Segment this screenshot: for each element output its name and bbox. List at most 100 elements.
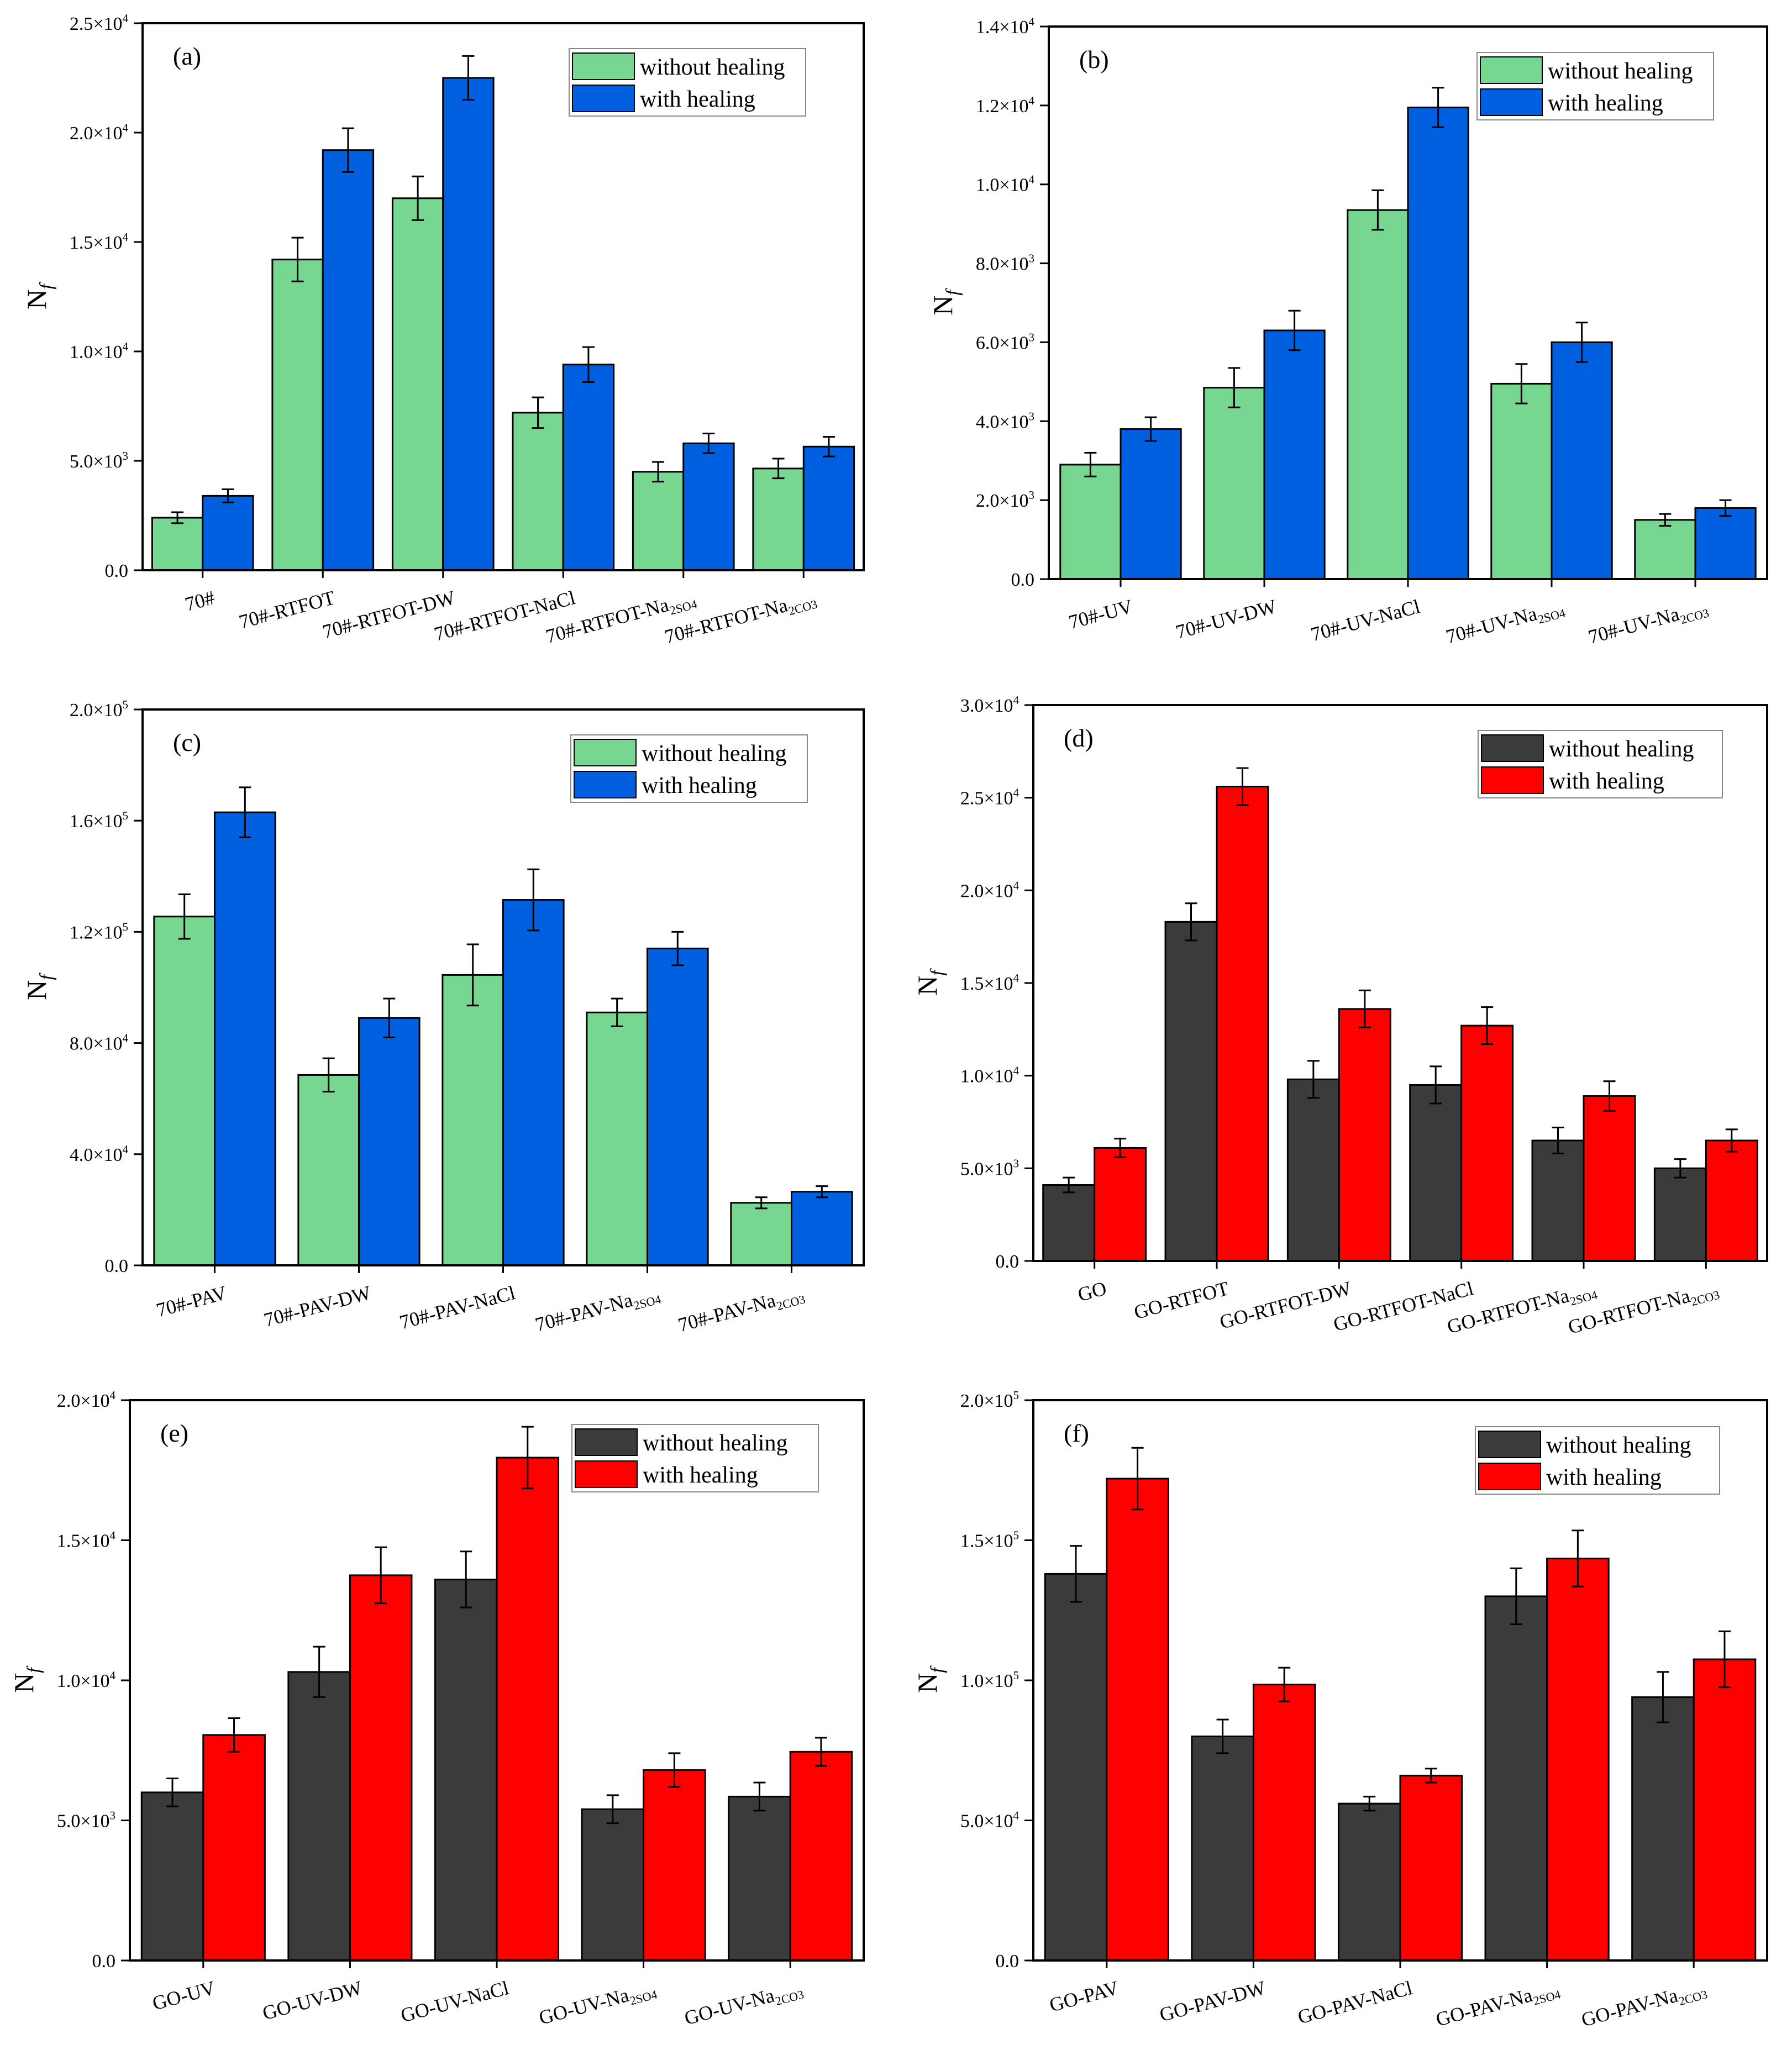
bar-with-healing xyxy=(1551,341,1613,580)
bar-with-healing xyxy=(643,1769,706,1962)
legend-label-without-healing: without healing xyxy=(642,741,786,766)
y-tick-label: 4.0×103 xyxy=(976,409,1034,432)
bar-with-healing xyxy=(1252,1684,1316,1962)
y-tick-label: 1.0×105 xyxy=(960,1669,1019,1691)
bar-without-healing xyxy=(1409,1084,1463,1262)
legend-swatch-without-healing xyxy=(575,1428,638,1456)
bar-with-healing xyxy=(1120,428,1182,580)
bar-with-healing xyxy=(1094,1147,1147,1262)
y-tick-label: 0.0 xyxy=(996,1951,1020,1972)
y-tick-label: 4.0×104 xyxy=(70,1143,129,1165)
y-tick-label: 2.0×104 xyxy=(70,121,129,144)
y-tick-label: 1.2×105 xyxy=(70,920,128,943)
y-tick-label: 2.0×103 xyxy=(976,488,1034,511)
y-tick-label: 1.0×104 xyxy=(976,173,1035,196)
bar-with-healing xyxy=(1338,1008,1391,1262)
bar-with-healing xyxy=(202,495,254,571)
y-tick-label: 5.0×104 xyxy=(960,1809,1020,1832)
panel-c: 0.04.0×1048.0×1041.2×1051.6×1052.0×10570… xyxy=(21,698,865,1336)
bar-with-healing xyxy=(1407,106,1469,580)
legend-label-with-healing: with healing xyxy=(1548,91,1663,116)
bar-with-healing xyxy=(1106,1478,1169,1962)
legend-swatch-with-healing xyxy=(1481,766,1544,794)
panel-label: (a) xyxy=(173,42,201,70)
bar-with-healing xyxy=(562,364,615,571)
legend-label-without-healing: without healing xyxy=(1546,1433,1691,1458)
y-tick-label: 1.2×104 xyxy=(976,94,1035,117)
legend-swatch-with-healing xyxy=(575,1460,638,1488)
bar-without-healing xyxy=(586,1011,649,1266)
bar-without-healing xyxy=(1531,1139,1585,1262)
bar-without-healing xyxy=(153,916,216,1266)
y-tick-label: 2.0×105 xyxy=(960,1389,1019,1411)
bar-with-healing xyxy=(502,899,565,1266)
bar-with-healing xyxy=(349,1574,413,1962)
legend-label-with-healing: with healing xyxy=(642,773,757,798)
bar-without-healing xyxy=(512,412,564,571)
legend-label-without-healing: without healing xyxy=(1548,59,1693,84)
bar-without-healing xyxy=(1191,1735,1254,1962)
legend-swatch-without-healing xyxy=(1480,56,1543,84)
bar-without-healing xyxy=(1634,519,1696,580)
bar-with-healing xyxy=(1216,786,1269,1262)
bar-without-healing xyxy=(442,974,505,1266)
y-tick-label: 6.0×103 xyxy=(976,330,1034,353)
panel-label: (f) xyxy=(1064,1419,1089,1447)
bar-without-healing xyxy=(140,1791,204,1962)
y-tick-label: 3.0×104 xyxy=(960,693,1020,716)
legend-swatch-with-healing xyxy=(574,771,637,798)
y-tick-label: 2.5×104 xyxy=(960,786,1020,809)
y-tick-label: 0.0 xyxy=(105,1256,129,1276)
bar-without-healing xyxy=(287,1671,351,1962)
y-tick-label: 0.0 xyxy=(105,561,129,581)
bar-with-healing xyxy=(802,445,855,571)
bar-without-healing xyxy=(391,197,444,571)
bar-without-healing xyxy=(1337,1802,1401,1962)
y-tick-label: 8.0×103 xyxy=(976,252,1034,275)
y-tick-label: 1.0×104 xyxy=(960,1064,1020,1087)
legend-swatch-with-healing xyxy=(1478,1463,1541,1490)
bar-with-healing xyxy=(1705,1139,1758,1262)
bar-without-healing xyxy=(752,467,805,571)
bar-with-healing xyxy=(358,1017,421,1266)
panel-d: 0.0 5.0×103 1.0×104 1.5×104 2.0×104 2.5×104 3.… xyxy=(912,693,1768,1338)
bar-with-healing xyxy=(1693,1658,1757,1962)
bar-without-healing xyxy=(1203,387,1265,580)
y-tick-label: 8.0×104 xyxy=(70,1032,129,1054)
bar-without-healing xyxy=(151,517,204,571)
bar-without-healing xyxy=(1490,382,1553,580)
y-tick-label: 2.0×105 xyxy=(70,698,128,721)
bar-with-healing xyxy=(789,1751,853,1962)
bar-without-healing xyxy=(581,1808,645,1962)
bar-with-healing xyxy=(791,1191,853,1266)
panel-label: (b) xyxy=(1079,45,1109,73)
y-tick-label: 5.0×103 xyxy=(70,449,128,472)
bar-without-healing xyxy=(271,259,324,571)
bar-with-healing xyxy=(1583,1095,1636,1262)
bar-with-healing xyxy=(682,442,735,571)
bar-with-healing xyxy=(1694,507,1757,580)
bar-without-healing xyxy=(632,471,685,571)
bar-without-healing xyxy=(1042,1184,1096,1262)
legend-swatch-with-healing xyxy=(572,85,635,112)
bar-without-healing xyxy=(1631,1696,1695,1962)
legend-swatch-without-healing xyxy=(1481,734,1544,762)
bar-without-healing xyxy=(730,1202,793,1266)
y-tick-label: 2.5×104 xyxy=(70,12,129,34)
y-tick-label: 2.0×104 xyxy=(57,1389,116,1411)
bar-without-healing xyxy=(1484,1595,1548,1962)
bar-with-healing xyxy=(442,77,495,571)
y-tick-label: 0.0 xyxy=(996,1252,1020,1272)
y-tick-label: 1.5×104 xyxy=(70,230,129,253)
legend-label-without-healing: without healing xyxy=(643,1431,787,1456)
bar-without-healing xyxy=(1286,1078,1340,1262)
bar-with-healing xyxy=(202,1734,266,1962)
y-tick-label: 5.0×103 xyxy=(960,1157,1019,1179)
panel-label: (d) xyxy=(1064,724,1094,752)
bar-with-healing xyxy=(1263,329,1326,580)
bar-with-healing xyxy=(647,948,709,1266)
legend-label-without-healing: without healing xyxy=(1549,737,1694,762)
y-tick-label: 1.5×104 xyxy=(960,971,1020,994)
